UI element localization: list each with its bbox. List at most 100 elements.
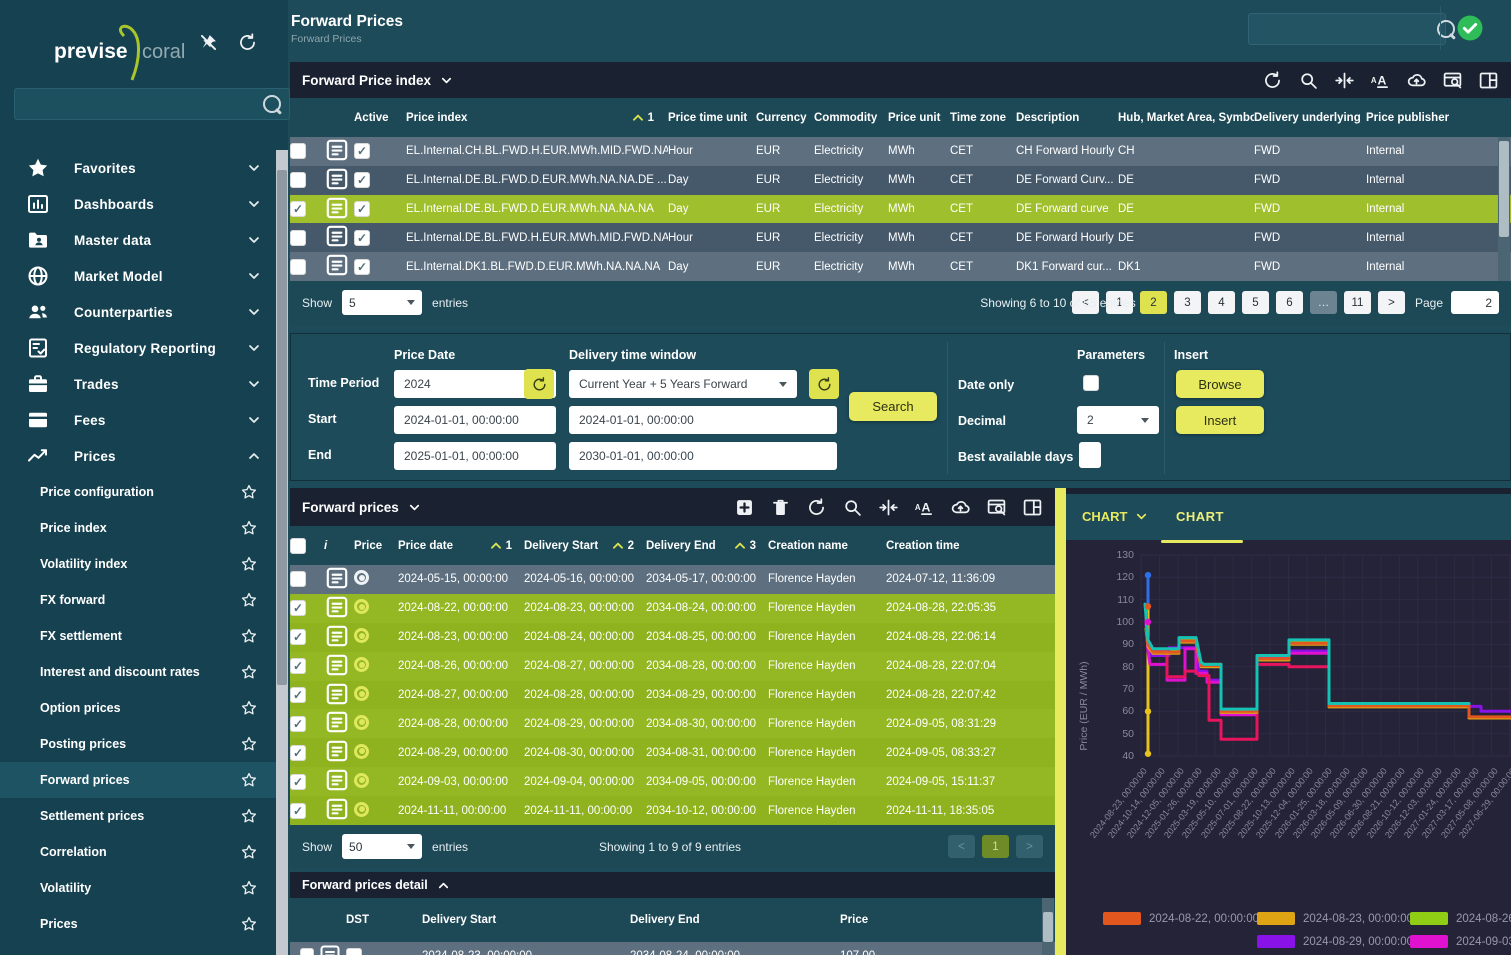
- cloud-sync-icon-button[interactable]: [1406, 70, 1427, 91]
- sidebar-item-market-model[interactable]: Market Model: [0, 258, 276, 294]
- sort-badge[interactable]: 1: [489, 539, 512, 553]
- star-outline-icon[interactable]: [240, 627, 258, 645]
- star-outline-icon[interactable]: [240, 843, 258, 861]
- price-date-start-input[interactable]: 2024-01-01, 00:00:00: [394, 406, 556, 434]
- star-outline-icon[interactable]: [240, 555, 258, 573]
- sidebar-subitem-volatility-index[interactable]: Volatility index: [0, 546, 276, 582]
- column-header-description[interactable]: Description: [1016, 111, 1080, 124]
- column-header-price-date[interactable]: Price date 1: [398, 539, 512, 553]
- row-detail-icon[interactable]: [324, 798, 350, 825]
- legend-item[interactable]: 2024-08-26, 00:00:00: [1410, 912, 1511, 925]
- next-page-button[interactable]: >: [1016, 835, 1043, 859]
- column-header-creation-name[interactable]: Creation name: [768, 539, 848, 552]
- price-date-reset-button[interactable]: [524, 369, 554, 399]
- column-header-price-time-unit[interactable]: Price time unit: [668, 111, 748, 124]
- legend-item[interactable]: 2024-09-03, 00:00:00: [1410, 935, 1511, 948]
- row-select-checkbox[interactable]: [290, 143, 306, 160]
- page-size-select[interactable]: 50: [342, 834, 423, 860]
- active-checkbox[interactable]: [354, 172, 370, 189]
- active-checkbox[interactable]: [354, 258, 370, 275]
- view-price-icon[interactable]: [354, 801, 369, 817]
- table-row[interactable]: 2024-08-28, 00:00:00 2024-08-29, 00:00:00…: [290, 709, 1055, 739]
- page-button-6[interactable]: 6: [1275, 291, 1303, 315]
- table-row[interactable]: EL.Internal.CH.BL.FWD.H.EUR.MWh.MID.FWD.…: [290, 137, 1511, 166]
- row-detail-icon[interactable]: [324, 168, 350, 195]
- row-select-checkbox[interactable]: [290, 658, 306, 675]
- prev-page-button[interactable]: <: [1071, 291, 1099, 315]
- page-button-11[interactable]: 11: [1343, 291, 1371, 315]
- column-header-hub-market-area-symbol[interactable]: Hub, Market Area, Symbol: [1118, 111, 1254, 124]
- row-select-checkbox[interactable]: [290, 773, 306, 790]
- page-button-1[interactable]: 1: [1105, 291, 1133, 315]
- page-button-…[interactable]: …: [1309, 291, 1337, 315]
- column-header-price[interactable]: Price: [354, 539, 383, 552]
- column-header-price-unit[interactable]: Price unit: [888, 111, 941, 124]
- sidebar-subitem-fx-settlement[interactable]: FX settlement: [0, 618, 276, 654]
- table-row[interactable]: 2024-09-03, 00:00:00 2024-09-04, 00:00:00…: [290, 767, 1055, 797]
- browse-button[interactable]: Browse: [1176, 370, 1264, 398]
- row-detail-icon[interactable]: [324, 567, 350, 594]
- view-price-icon[interactable]: [354, 743, 369, 759]
- legend-item[interactable]: 2024-08-22, 00:00:00: [1103, 912, 1259, 925]
- row-select-checkbox[interactable]: [290, 600, 306, 617]
- sidebar-subitem-settlement-prices[interactable]: Settlement prices: [0, 798, 276, 834]
- date-only-checkbox[interactable]: [1083, 375, 1099, 391]
- current-page-button[interactable]: 1: [982, 835, 1009, 859]
- row-detail-icon[interactable]: [324, 654, 350, 681]
- star-outline-icon[interactable]: [240, 771, 258, 789]
- row-select-checkbox[interactable]: [290, 229, 306, 246]
- index-table-scrollbar[interactable]: [1498, 137, 1510, 281]
- refresh-icon[interactable]: [237, 32, 258, 53]
- row-select-checkbox[interactable]: [290, 172, 306, 189]
- sidebar-subitem-correlation[interactable]: Correlation: [0, 834, 276, 870]
- sidebar-subitem-volatility[interactable]: Volatility: [0, 870, 276, 906]
- column-header-active[interactable]: Active: [354, 111, 389, 124]
- global-search-input[interactable]: [1257, 20, 1437, 38]
- view-price-icon[interactable]: [354, 628, 369, 644]
- row-select-checkbox[interactable]: [290, 258, 306, 275]
- star-outline-icon[interactable]: [240, 519, 258, 537]
- row-select-checkbox[interactable]: [290, 687, 306, 703]
- fit-columns-icon-button[interactable]: [878, 497, 899, 518]
- insert-button[interactable]: Insert: [1176, 406, 1264, 434]
- plus-icon-button[interactable]: [734, 497, 755, 518]
- next-page-button[interactable]: >: [1377, 291, 1405, 315]
- row-detail-icon[interactable]: [324, 197, 350, 224]
- delivery-window-period-select[interactable]: Current Year + 5 Years Forward: [569, 370, 797, 398]
- view-price-icon[interactable]: [354, 772, 369, 788]
- fit-columns-icon-button[interactable]: [1334, 70, 1355, 91]
- page-button-4[interactable]: 4: [1207, 291, 1235, 315]
- detail-scrollbar[interactable]: [1042, 898, 1054, 955]
- chevron-down-icon[interactable]: [407, 500, 422, 515]
- table-layout-icon-button[interactable]: [1478, 70, 1499, 91]
- delivery-window-reset-button[interactable]: [809, 369, 839, 399]
- row-detail-icon[interactable]: [324, 683, 350, 710]
- select-all-checkbox[interactable]: [290, 537, 306, 554]
- star-outline-icon[interactable]: [240, 483, 258, 501]
- legend-item[interactable]: 2024-08-29, 00:00:00: [1257, 935, 1413, 948]
- page-number-input[interactable]: 2: [1451, 291, 1499, 315]
- prev-page-button[interactable]: <: [948, 835, 975, 859]
- sidebar-subitem-price-index[interactable]: Price index: [0, 510, 276, 546]
- index-table-scrollbar-thumb[interactable]: [1499, 141, 1509, 237]
- star-outline-icon[interactable]: [240, 591, 258, 609]
- dst-checkbox[interactable]: [346, 948, 362, 955]
- column-header-delivery-end[interactable]: Delivery End 3: [646, 539, 756, 552]
- tab-chart[interactable]: CHART: [1176, 509, 1224, 524]
- cloud-sync-icon-button[interactable]: [950, 497, 971, 518]
- view-price-icon[interactable]: [354, 657, 369, 673]
- delivery-window-start-input[interactable]: 2024-01-01, 00:00:00: [569, 406, 837, 434]
- row-detail-icon[interactable]: [324, 139, 350, 166]
- sidebar-subitem-option-prices[interactable]: Option prices: [0, 690, 276, 726]
- row-detail-icon[interactable]: [324, 254, 350, 281]
- column-header-delivery-start[interactable]: Delivery Start 2: [524, 539, 634, 552]
- sidebar-item-master-data[interactable]: Master data: [0, 222, 276, 258]
- view-price-icon[interactable]: [354, 714, 369, 730]
- chevron-down-icon[interactable]: [439, 73, 454, 88]
- column-header-time-zone[interactable]: Time zone: [950, 111, 1007, 124]
- delivery-window-end-input[interactable]: 2030-01-01, 00:00:00: [569, 442, 837, 470]
- column-header-creation-time[interactable]: Creation time: [886, 539, 960, 552]
- row-select-checkbox[interactable]: [290, 744, 306, 761]
